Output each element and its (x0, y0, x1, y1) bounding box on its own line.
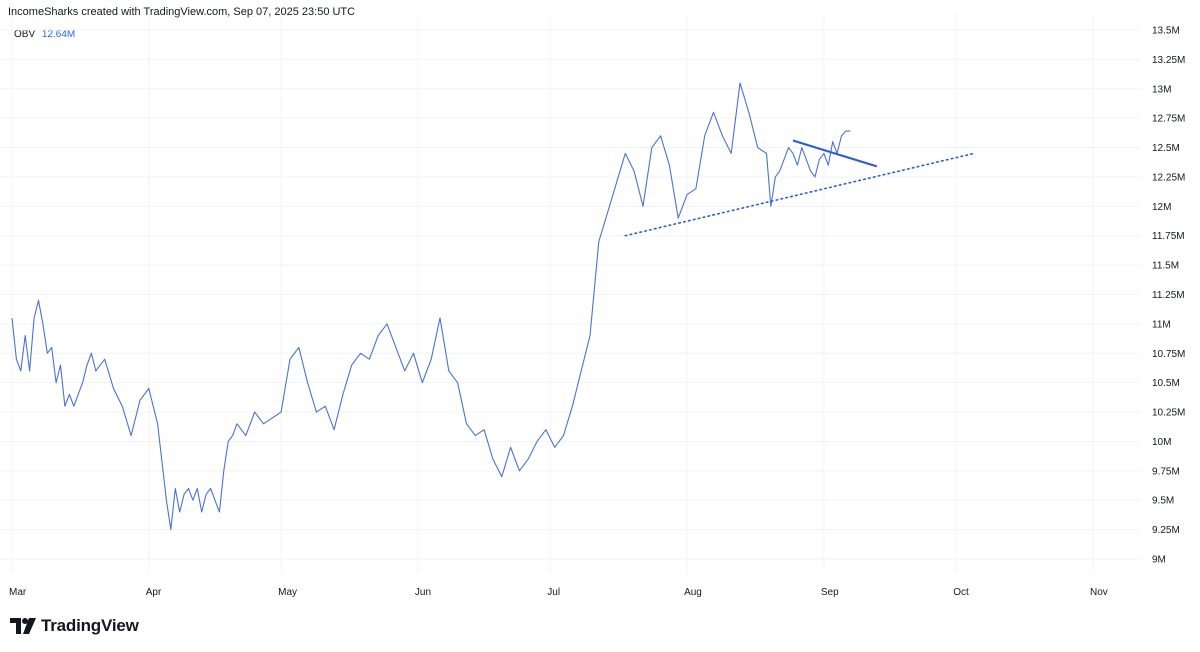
x-tick-label: Nov (1090, 587, 1108, 598)
x-tick-label: May (278, 587, 297, 598)
chart-attribution: IncomeSharks created with TradingView.co… (8, 6, 356, 18)
x-tick-label: Jun (415, 587, 431, 598)
y-tick-label: 10.25M (1152, 408, 1185, 419)
y-tick-label: 9.25M (1152, 525, 1180, 536)
y-tick-label: 9.5M (1152, 496, 1174, 507)
y-tick-label: 11.5M (1152, 261, 1179, 272)
y-tick-label: 9.75M (1152, 466, 1180, 477)
indicator-legend[interactable]: OBV 12.64M (14, 29, 75, 40)
y-tick-label: 10.5M (1152, 378, 1180, 389)
y-tick-label: 13.5M (1152, 26, 1180, 37)
x-tick-label: Mar (9, 587, 27, 598)
x-tick-label: Aug (684, 587, 702, 598)
x-tick-label: Jul (547, 587, 560, 598)
y-tick-label: 13.25M (1152, 55, 1185, 66)
support-trendline-dotted (624, 152, 975, 237)
legend-name: OBV (14, 29, 36, 40)
x-tick-label: Oct (953, 587, 969, 598)
y-tick-label: 13M (1152, 84, 1171, 95)
y-tick-label: 12.75M (1152, 114, 1185, 125)
obv-series-line (11, 82, 851, 531)
y-tick-label: 11.25M (1152, 290, 1185, 301)
tradingview-logo-text: TradingView (41, 616, 139, 635)
y-tick-label: 12.25M (1152, 172, 1185, 183)
y-tick-label: 11M (1152, 319, 1171, 330)
tradingview-logo[interactable]: TradingView (10, 616, 139, 636)
x-tick-label: Apr (146, 587, 162, 598)
y-tick-label: 12.5M (1152, 143, 1180, 154)
resistance-trendline-solid (792, 139, 878, 168)
y-tick-label: 12M (1152, 202, 1171, 213)
x-tick-label: Sep (821, 587, 839, 598)
y-tick-label: 11.75M (1152, 231, 1185, 242)
y-tick-label: 10.75M (1152, 349, 1185, 360)
y-tick-label: 9M (1152, 555, 1166, 566)
legend-value: 12.64M (41, 29, 76, 40)
tradingview-logo-icon (10, 618, 36, 634)
y-tick-label: 10M (1152, 437, 1171, 448)
